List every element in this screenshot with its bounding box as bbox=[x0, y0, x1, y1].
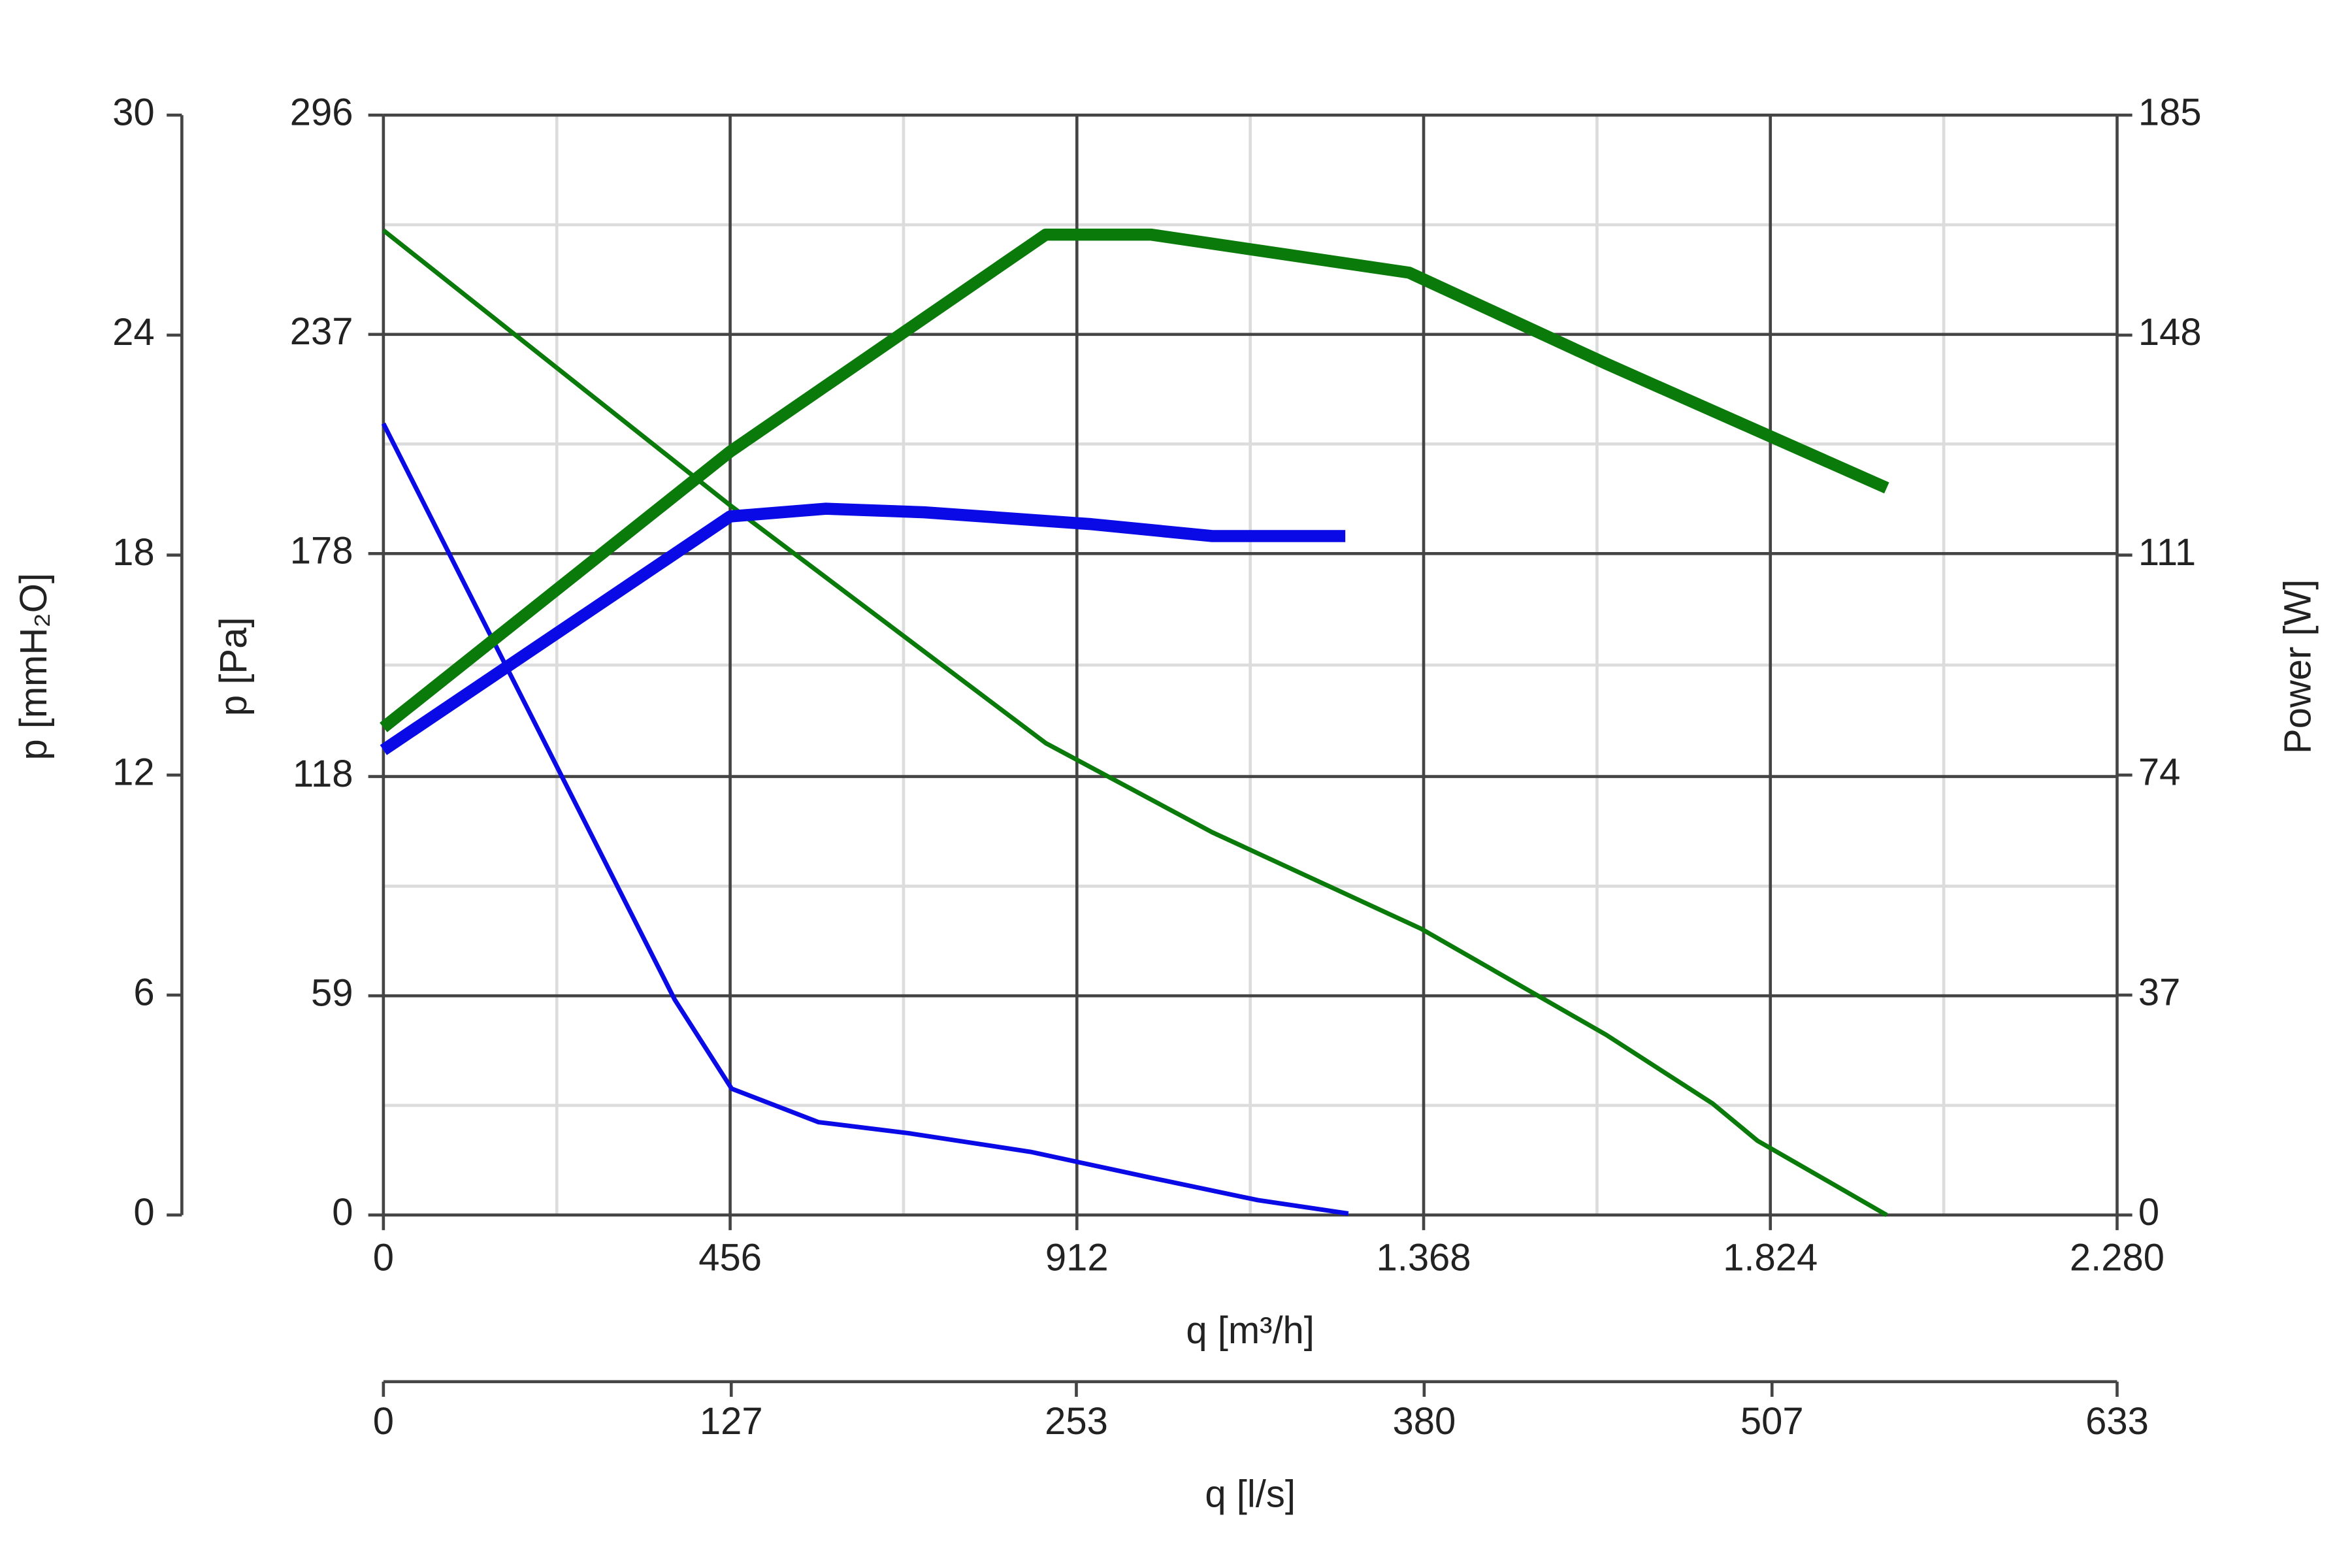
x2-tick-label: 253 bbox=[1045, 1401, 1108, 1443]
y2-tick-label: 148 bbox=[2138, 312, 2202, 353]
y2-tick-label: 74 bbox=[2138, 752, 2180, 794]
y-tick-label: 296 bbox=[290, 92, 353, 134]
y-tick-label: 178 bbox=[290, 531, 353, 572]
x-tick-label: 456 bbox=[698, 1237, 762, 1279]
x-tick-label: 0 bbox=[373, 1237, 394, 1279]
y3-axis-label: p [mmH₂O] bbox=[13, 573, 55, 760]
x2-tick-label: 633 bbox=[2085, 1401, 2149, 1443]
y2-tick-label: 37 bbox=[2138, 972, 2180, 1013]
x2-tick-label: 0 bbox=[373, 1401, 394, 1443]
x2-tick-label: 127 bbox=[700, 1401, 763, 1443]
x-tick-label: 1.368 bbox=[1376, 1237, 1471, 1279]
y3-tick-label: 18 bbox=[112, 532, 154, 574]
y3-tick-label: 24 bbox=[112, 312, 154, 353]
y3-tick-label: 6 bbox=[133, 972, 154, 1013]
y3-tick-label: 12 bbox=[112, 752, 154, 794]
y-tick-label: 237 bbox=[290, 311, 353, 353]
x2-tick-label: 380 bbox=[1392, 1401, 1456, 1443]
x-tick-label: 912 bbox=[1045, 1237, 1109, 1279]
series-line bbox=[380, 502, 1346, 755]
y2-tick-label: 0 bbox=[2138, 1192, 2159, 1233]
y-tick-label: 0 bbox=[332, 1192, 353, 1233]
x2-tick-label: 507 bbox=[1740, 1401, 1804, 1443]
x2-axis-label: q [l/s] bbox=[1205, 1473, 1296, 1515]
series-line bbox=[382, 228, 1888, 1217]
y3-tick-label: 0 bbox=[133, 1192, 154, 1233]
y3-tick-label: 30 bbox=[112, 92, 154, 134]
y2-axis-label: Power [W] bbox=[2277, 580, 2319, 754]
y-axis-label: p [Pa] bbox=[213, 617, 255, 716]
series-line bbox=[380, 228, 1889, 732]
y-tick-label: 118 bbox=[293, 753, 353, 795]
x-axis-label: q [m³/h] bbox=[1186, 1310, 1315, 1352]
y-tick-label: 59 bbox=[311, 972, 353, 1014]
x-tick-label: 1.824 bbox=[1723, 1237, 1818, 1279]
y2-tick-label: 111 bbox=[2138, 532, 2196, 574]
y2-tick-label: 185 bbox=[2138, 92, 2202, 134]
x-tick-label: 2.280 bbox=[2070, 1237, 2164, 1279]
series-line bbox=[381, 422, 1349, 1216]
